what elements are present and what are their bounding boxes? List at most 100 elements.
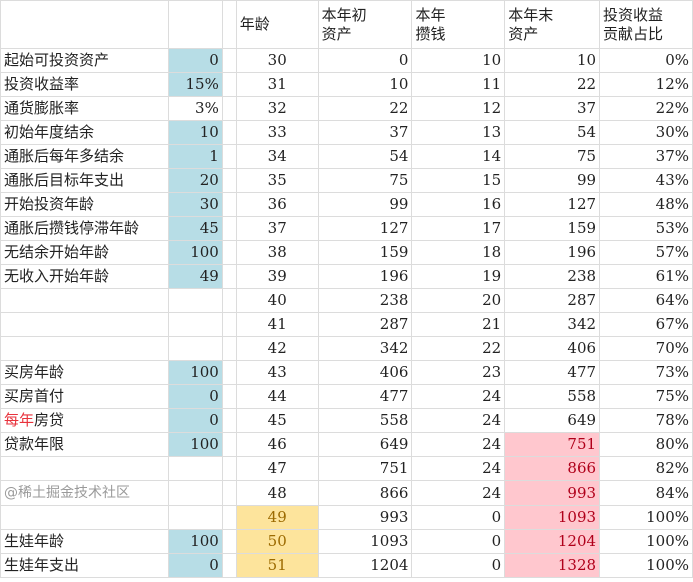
end-assets-cell[interactable]: 1204: [504, 529, 601, 554]
param-value[interactable]: 3%: [167, 96, 223, 121]
param-value[interactable]: 1: [167, 144, 223, 169]
return-ratio-cell[interactable]: 12%: [599, 72, 693, 97]
savings-cell[interactable]: 24: [411, 480, 506, 506]
age-cell[interactable]: 44: [235, 384, 319, 409]
param-value[interactable]: 10: [167, 120, 223, 145]
param-label[interactable]: [0, 336, 169, 361]
param-value[interactable]: 0: [167, 553, 223, 578]
param-label[interactable]: @稀土掘金技术社区: [0, 480, 169, 506]
header-end-assets[interactable]: 本年末 资产: [504, 0, 601, 49]
spacer-cell[interactable]: [221, 312, 237, 337]
start-assets-cell[interactable]: 99: [317, 192, 413, 217]
param-label[interactable]: 投资收益率: [0, 72, 169, 97]
spacer-cell[interactable]: [221, 529, 237, 554]
end-assets-cell[interactable]: 75: [504, 144, 601, 169]
start-assets-cell[interactable]: 22: [317, 96, 413, 121]
param-value[interactable]: 30: [167, 192, 223, 217]
start-assets-cell[interactable]: 406: [317, 360, 413, 385]
return-ratio-cell[interactable]: 64%: [599, 288, 693, 313]
start-assets-cell[interactable]: 1093: [317, 529, 413, 554]
age-cell[interactable]: 50: [235, 529, 319, 554]
start-assets-cell[interactable]: 54: [317, 144, 413, 169]
end-assets-cell[interactable]: 342: [504, 312, 601, 337]
param-value[interactable]: 100: [167, 432, 223, 457]
start-assets-cell[interactable]: 196: [317, 264, 413, 289]
spacer-cell[interactable]: [221, 432, 237, 457]
end-assets-cell[interactable]: 1093: [504, 505, 601, 530]
param-value[interactable]: 15%: [167, 72, 223, 97]
start-assets-cell[interactable]: 866: [317, 480, 413, 506]
spacer-cell[interactable]: [221, 144, 237, 169]
param-value[interactable]: 100: [167, 360, 223, 385]
age-cell[interactable]: 39: [235, 264, 319, 289]
savings-cell[interactable]: 13: [411, 120, 506, 145]
savings-cell[interactable]: 0: [411, 505, 506, 530]
spacer-cell[interactable]: [221, 408, 237, 433]
return-ratio-cell[interactable]: 80%: [599, 432, 693, 457]
age-cell[interactable]: 35: [235, 168, 319, 193]
start-assets-cell[interactable]: 342: [317, 336, 413, 361]
age-cell[interactable]: 38: [235, 240, 319, 265]
spacer-cell[interactable]: [221, 240, 237, 265]
end-assets-cell[interactable]: 159: [504, 216, 601, 241]
param-label[interactable]: [0, 288, 169, 313]
param-value[interactable]: 0: [167, 408, 223, 433]
savings-cell[interactable]: 0: [411, 553, 506, 578]
return-ratio-cell[interactable]: 37%: [599, 144, 693, 169]
end-assets-cell[interactable]: 54: [504, 120, 601, 145]
param-value[interactable]: [167, 456, 223, 481]
param-value[interactable]: 49: [167, 264, 223, 289]
savings-cell[interactable]: 21: [411, 312, 506, 337]
start-assets-cell[interactable]: 127: [317, 216, 413, 241]
spacer-cell[interactable]: [221, 120, 237, 145]
start-assets-cell[interactable]: 10: [317, 72, 413, 97]
param-value[interactable]: [167, 312, 223, 337]
start-assets-cell[interactable]: 0: [317, 48, 413, 73]
param-label[interactable]: 买房年龄: [0, 360, 169, 385]
end-assets-cell[interactable]: 10: [504, 48, 601, 73]
age-cell[interactable]: 41: [235, 312, 319, 337]
param-value[interactable]: [167, 505, 223, 530]
return-ratio-cell[interactable]: 75%: [599, 384, 693, 409]
spacer-cell[interactable]: [221, 216, 237, 241]
spacer-cell[interactable]: [221, 264, 237, 289]
param-value[interactable]: 100: [167, 529, 223, 554]
return-ratio-cell[interactable]: 82%: [599, 456, 693, 481]
spacer-cell[interactable]: [221, 456, 237, 481]
param-label[interactable]: 贷款年限: [0, 432, 169, 457]
end-assets-cell[interactable]: 127: [504, 192, 601, 217]
header-return-ratio[interactable]: 投资收益 贡献占比: [599, 0, 693, 49]
return-ratio-cell[interactable]: 78%: [599, 408, 693, 433]
savings-cell[interactable]: 20: [411, 288, 506, 313]
spacer-cell[interactable]: [221, 480, 237, 506]
savings-cell[interactable]: 22: [411, 336, 506, 361]
return-ratio-cell[interactable]: 100%: [599, 529, 693, 554]
param-value[interactable]: 45: [167, 216, 223, 241]
return-ratio-cell[interactable]: 84%: [599, 480, 693, 506]
end-assets-cell[interactable]: 649: [504, 408, 601, 433]
age-cell[interactable]: 37: [235, 216, 319, 241]
param-label[interactable]: 开始投资年龄: [0, 192, 169, 217]
header-start-assets[interactable]: 本年初 资产: [317, 0, 413, 49]
param-label[interactable]: [0, 456, 169, 481]
return-ratio-cell[interactable]: 48%: [599, 192, 693, 217]
param-label[interactable]: 无收入开始年龄: [0, 264, 169, 289]
param-label[interactable]: 起始可投资资产: [0, 48, 169, 73]
savings-cell[interactable]: 14: [411, 144, 506, 169]
end-assets-cell[interactable]: 866: [504, 456, 601, 481]
param-label[interactable]: 无结余开始年龄: [0, 240, 169, 265]
savings-cell[interactable]: 11: [411, 72, 506, 97]
empty-cell[interactable]: [167, 0, 223, 49]
start-assets-cell[interactable]: 159: [317, 240, 413, 265]
return-ratio-cell[interactable]: 53%: [599, 216, 693, 241]
return-ratio-cell[interactable]: 73%: [599, 360, 693, 385]
spacer-cell[interactable]: [221, 505, 237, 530]
start-assets-cell[interactable]: 649: [317, 432, 413, 457]
param-label[interactable]: 通货膨胀率: [0, 96, 169, 121]
savings-cell[interactable]: 16: [411, 192, 506, 217]
param-label[interactable]: 通胀后每年多结余: [0, 144, 169, 169]
param-value[interactable]: [167, 480, 223, 506]
spacer-cell[interactable]: [221, 48, 237, 73]
spacer-cell[interactable]: [221, 288, 237, 313]
savings-cell[interactable]: 18: [411, 240, 506, 265]
